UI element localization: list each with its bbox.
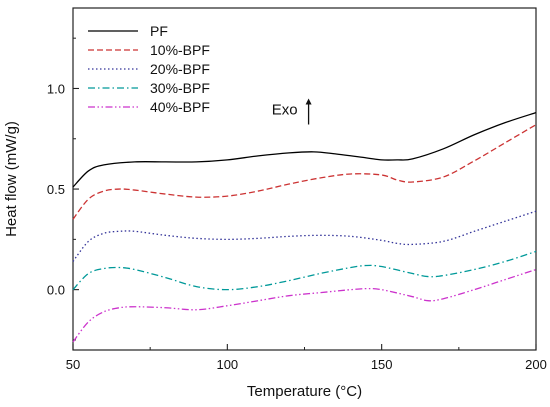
legend-label: 20%-BPF bbox=[150, 61, 210, 77]
series-line-20-bpf bbox=[72, 210, 537, 262]
y-axis-title: Heat flow (mW/g) bbox=[3, 121, 20, 237]
y-tick-label: 1.0 bbox=[47, 81, 65, 96]
x-tick-label: 50 bbox=[66, 357, 80, 372]
plot-frame bbox=[72, 7, 537, 351]
x-tick-label: 100 bbox=[216, 357, 238, 372]
series-line-40-bpf bbox=[72, 268, 537, 343]
exo-label: Exo bbox=[272, 102, 298, 119]
series-lines bbox=[72, 111, 537, 343]
legend-label: 30%-BPF bbox=[150, 80, 210, 96]
x-axis-title: Temperature (°C) bbox=[247, 383, 362, 400]
axis-ticks: 50 100 150 200 0.0 0.5 1.0 bbox=[47, 37, 547, 372]
series-line-30-bpf bbox=[72, 250, 537, 291]
exo-annotation: Exo bbox=[272, 98, 312, 125]
x-tick-label: 200 bbox=[525, 357, 547, 372]
y-tick-label: 0.0 bbox=[47, 283, 65, 298]
legend: PF 10%-BPF 20%-BPF 30%-BPF 40%-BPF bbox=[88, 23, 210, 115]
plot-area bbox=[72, 7, 537, 351]
series-line-pf bbox=[72, 111, 537, 188]
legend-label: 10%-BPF bbox=[150, 42, 210, 58]
legend-label: 40%-BPF bbox=[150, 99, 210, 115]
exo-arrowhead-icon bbox=[305, 98, 312, 105]
y-tick-label: 0.5 bbox=[47, 182, 65, 197]
series-line-10-bpf bbox=[72, 124, 537, 220]
legend-label: PF bbox=[150, 23, 168, 39]
x-tick-label: 150 bbox=[371, 357, 393, 372]
